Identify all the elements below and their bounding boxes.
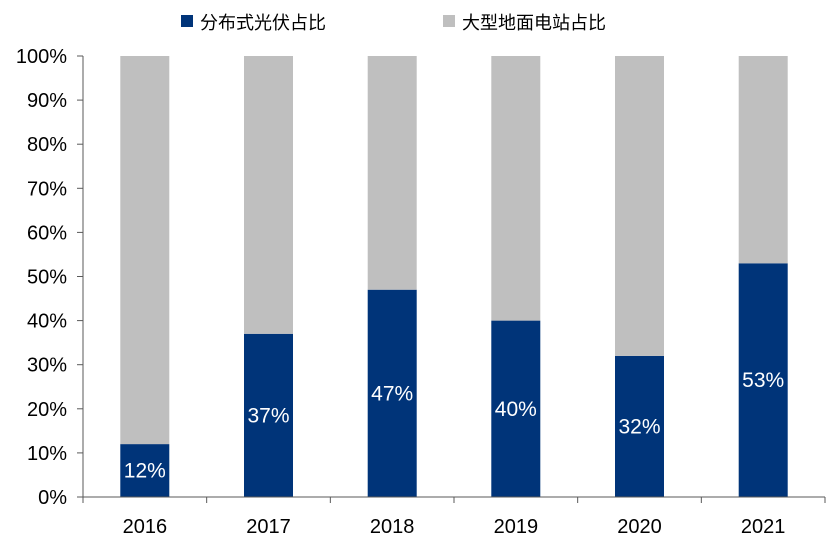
bar-2017-series-1: [244, 56, 293, 334]
y-tick-label: 40%: [27, 311, 67, 333]
bar-2018-series-1: [367, 56, 417, 290]
y-tick-label: 20%: [27, 399, 67, 421]
data-label-2020: 32%: [618, 415, 660, 438]
y-tick-label: 100%: [16, 46, 67, 68]
legend: 分布式光伏占比 大型地面电站占比: [181, 13, 606, 34]
legend-label-utility-scale-pv: 大型地面电站占比: [462, 13, 606, 34]
y-tick-label: 60%: [27, 222, 67, 244]
y-tick-label: 30%: [27, 355, 67, 377]
bar-2018-series-0: [367, 289, 417, 497]
bar-2016-series-1: [120, 56, 170, 445]
bar-2020-series-0: [615, 355, 664, 497]
x-tick-label-2021: 2021: [741, 516, 786, 538]
y-axis: 0% 10% 20% 30% 40% 50% 60% 70% 80% 90% 100%: [16, 46, 84, 509]
x-tick-label-2020: 2020: [617, 516, 662, 538]
bars-group: [120, 56, 788, 497]
bar-2019-series-0: [491, 320, 541, 497]
bar-2016-series-0: [120, 444, 170, 497]
y-tick-label: 0%: [38, 487, 67, 509]
x-tick-label-2016: 2016: [123, 516, 168, 538]
data-label-2017: 37%: [247, 404, 289, 427]
legend-swatch-utility-scale-pv: [443, 15, 455, 27]
y-tick-label: 70%: [27, 178, 67, 200]
y-tick-label: 90%: [27, 90, 67, 112]
x-axis: 2016 2017 2018 2019 2020 2021: [82, 496, 826, 538]
data-label-2016: 12%: [124, 460, 166, 483]
data-labels-group: 12% 37% 47% 40% 32% 53%: [124, 369, 784, 482]
legend-label-distributed-pv: 分布式光伏占比: [200, 13, 326, 34]
x-tick-label-2019: 2019: [494, 516, 539, 538]
y-tick-label: 50%: [27, 267, 67, 289]
y-tick-label: 80%: [27, 134, 67, 156]
bar-2021-series-0: [738, 263, 788, 497]
data-label-2021: 53%: [742, 369, 784, 392]
bar-2017-series-0: [244, 333, 293, 497]
x-tick-label-2018: 2018: [370, 516, 415, 538]
data-label-2018: 47%: [371, 382, 413, 405]
bar-2021-series-1: [738, 56, 788, 264]
bar-2020-series-1: [615, 56, 664, 356]
legend-swatch-distributed-pv: [181, 15, 193, 27]
y-tick-label: 10%: [27, 443, 67, 465]
x-tick-label-2017: 2017: [246, 516, 291, 538]
data-label-2019: 40%: [495, 398, 537, 421]
bar-2019-series-1: [491, 56, 541, 321]
